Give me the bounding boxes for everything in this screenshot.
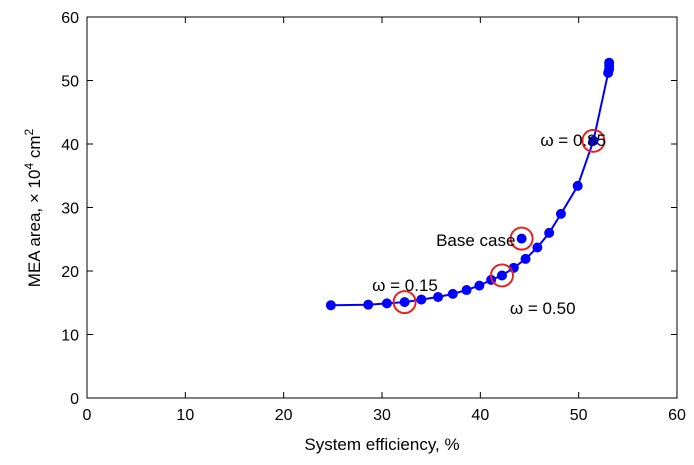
y-axis-label-prefix: MEA area, (25, 203, 44, 287)
annotation-label: Base case (436, 231, 515, 250)
x-tick-label: 0 (83, 407, 92, 424)
data-point (532, 242, 543, 253)
highlight-ring (392, 290, 417, 315)
data-point (588, 135, 599, 146)
data-point (572, 180, 583, 191)
data-point (416, 294, 427, 305)
data-point (461, 285, 472, 296)
y-axis-label-ten: 10 (25, 170, 44, 194)
data-point (544, 227, 555, 238)
y-tick-label: 40 (61, 137, 79, 154)
plot-area (86, 16, 678, 399)
data-point (555, 208, 566, 219)
x-axis-label: System efficiency, % (304, 435, 459, 454)
y-axis-label-times: × (25, 193, 44, 203)
data-point (399, 297, 410, 308)
y-tick-label: 50 (61, 74, 79, 91)
y-axis-label-unit: cm (25, 135, 44, 162)
x-tick-label: 40 (471, 407, 489, 424)
data-point (474, 280, 485, 291)
x-tick-label: 50 (570, 407, 588, 424)
y-tick-label: 30 (61, 201, 79, 218)
data-point (520, 253, 531, 264)
x-tick-label: 60 (668, 407, 686, 424)
data-point (325, 300, 336, 311)
data-point (447, 288, 458, 299)
annotation-label: ω = 0.85 (540, 131, 606, 150)
annotation-layer: ω = 0.15 ω = 0.50 Base case ω = 0.85 (372, 131, 606, 318)
axis-ticks: 0 10 20 30 40 50 60 0 10 20 30 40 50 60 (61, 10, 686, 424)
annotation-label: ω = 0.15 (372, 276, 438, 295)
y-tick-label: 0 (70, 391, 79, 408)
x-tick-label: 20 (275, 407, 293, 424)
y-tick-label: 20 (61, 264, 79, 281)
y-axis-label-group: MEA area, × 104 cm2 (22, 128, 44, 287)
highlight-ring (489, 263, 514, 288)
data-point-base-case (516, 233, 527, 244)
y-tick-label: 60 (61, 10, 79, 27)
highlight-ring (581, 128, 606, 153)
data-point (381, 298, 392, 309)
y-axis-label: MEA area, × 104 cm2 (22, 128, 44, 287)
y-axis-label-unit-exp: 2 (22, 128, 36, 135)
highlight-layer (392, 128, 606, 315)
x-tick-label: 30 (373, 407, 391, 424)
data-point (433, 292, 444, 303)
data-point (496, 270, 507, 281)
highlight-ring (509, 226, 534, 251)
data-point (363, 299, 374, 310)
series-layer (325, 57, 615, 311)
data-point (604, 57, 615, 68)
annotation-label: ω = 0.50 (510, 299, 576, 318)
y-axis-label-exp: 4 (22, 163, 36, 170)
y-tick-label: 10 (61, 328, 79, 345)
series-line (330, 62, 611, 307)
x-tick-label: 10 (176, 407, 194, 424)
